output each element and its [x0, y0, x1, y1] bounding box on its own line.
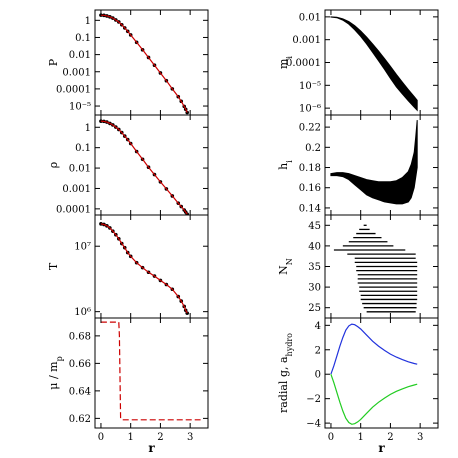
y-tick-label: 1 — [85, 16, 91, 27]
x-axis-label: r — [378, 441, 385, 455]
x-tick-label: 1 — [127, 432, 133, 443]
plot-area — [333, 224, 418, 313]
y-axis-label: mi — [277, 56, 294, 69]
panel-h: 0.22 0.2 0.18 0.16 0.14 hi — [277, 114, 439, 216]
panel-T: 10⁷ 10⁶ T — [47, 214, 209, 319]
y-tick-label: 1 — [85, 123, 91, 134]
y-axis-label: μ / mp — [47, 356, 64, 389]
panel-frame — [94, 317, 209, 429]
x-tick-label: 0 — [328, 432, 334, 443]
y-tick-label: 40 — [308, 241, 321, 252]
y-tick-label: 0.01 — [69, 50, 91, 61]
series-line-P-1 — [100, 14, 188, 113]
panel-g: 0 1 2 3 r 4 2 0 −2 −4 radial g, ahydro — [277, 317, 439, 455]
y-tick-label: 0.22 — [299, 123, 321, 134]
panel-frame — [94, 114, 209, 216]
y-tick-label: 0.64 — [69, 386, 91, 397]
y-tick-label: 0.001 — [62, 67, 91, 78]
y-tick-label: 0.001 — [62, 184, 91, 195]
panel-mu: 0 1 2 3 r 0.68 0.66 0.64 0.62 μ / mp — [47, 317, 209, 455]
y-tick-label: 25 — [308, 303, 321, 314]
x-tick-label: 2 — [157, 432, 163, 443]
y-tick-label: 10⁻⁵ — [69, 102, 91, 113]
plot-area — [330, 323, 418, 425]
y-axis-label: radial g, ahydro — [277, 333, 294, 413]
series-line-T-1 — [100, 223, 188, 314]
y-tick-label: 0.16 — [299, 183, 321, 194]
y-tick-label: 30 — [308, 283, 321, 294]
panel-P: 1 0.1 0.01 0.001 0.0001 10⁻⁵ P — [47, 9, 209, 116]
y-tick-label: 0.01 — [69, 164, 91, 175]
series-line-g-1 — [330, 374, 418, 425]
series-line-g-0 — [330, 323, 418, 375]
y-tick-label: 0.1 — [75, 143, 91, 154]
x-tick-label: 3 — [187, 432, 193, 443]
y-tick-label: 0.62 — [69, 414, 91, 425]
plot-area — [99, 222, 189, 315]
y-tick-label: 0.2 — [305, 143, 321, 154]
y-tick-label: 0.1 — [75, 33, 91, 44]
scatter-band-h — [330, 120, 418, 205]
panel-rho: 1 0.1 0.01 0.001 0.0001 ρ — [47, 114, 209, 216]
series-line-rho-1 — [100, 120, 188, 215]
y-tick-label: 35 — [308, 262, 321, 273]
y-tick-label: 45 — [308, 221, 321, 232]
y-tick-label: −2 — [306, 394, 321, 405]
plot-area — [99, 13, 189, 115]
y-tick-label: 10⁻⁶ — [299, 104, 321, 115]
y-tick-label: 0.66 — [69, 359, 91, 370]
x-tick-label: 0 — [98, 432, 104, 443]
y-tick-label: 10⁶ — [74, 307, 91, 318]
y-tick-label: 0.01 — [299, 12, 321, 23]
panel-NN: 45 40 35 30 25 NN — [277, 214, 439, 319]
y-axis-label: hi — [277, 160, 294, 170]
y-axis-label: ρ — [47, 162, 60, 168]
y-tick-label: 4 — [315, 321, 321, 332]
y-tick-label: 0.18 — [299, 163, 321, 174]
plot-area — [99, 119, 189, 215]
y-tick-label: 0.14 — [299, 203, 321, 214]
plot-area — [100, 321, 201, 421]
y-tick-label: 0.0001 — [286, 58, 321, 69]
plot-area — [330, 16, 418, 112]
y-axis-label: T — [47, 262, 60, 270]
y-tick-label: 0.0001 — [56, 204, 91, 215]
y-tick-label: 2 — [315, 345, 321, 356]
y-axis-label: P — [47, 58, 60, 66]
y-tick-label: 10⁷ — [74, 242, 91, 253]
y-tick-label: 0.68 — [69, 331, 91, 342]
x-tick-label: 2 — [387, 432, 393, 443]
y-axis-label: NN — [277, 258, 294, 275]
x-tick-label: 1 — [357, 432, 363, 443]
panel-frame — [94, 9, 209, 116]
y-tick-label: 0.0001 — [56, 84, 91, 95]
series-line-mu-0 — [100, 321, 201, 421]
x-axis-label: r — [148, 441, 155, 455]
y-tick-label: 10⁻⁵ — [299, 81, 321, 92]
y-tick-label: 0.001 — [292, 35, 321, 46]
plot-area — [330, 120, 418, 205]
y-tick-label: −4 — [306, 419, 321, 430]
panel-m: 0.01 0.001 0.0001 10⁻⁵ 10⁻⁶ mi — [277, 9, 439, 116]
x-tick-label: 3 — [417, 432, 423, 443]
scatter-band-m — [330, 16, 418, 112]
y-tick-label: 0 — [315, 370, 321, 381]
panel-frame — [324, 317, 439, 429]
